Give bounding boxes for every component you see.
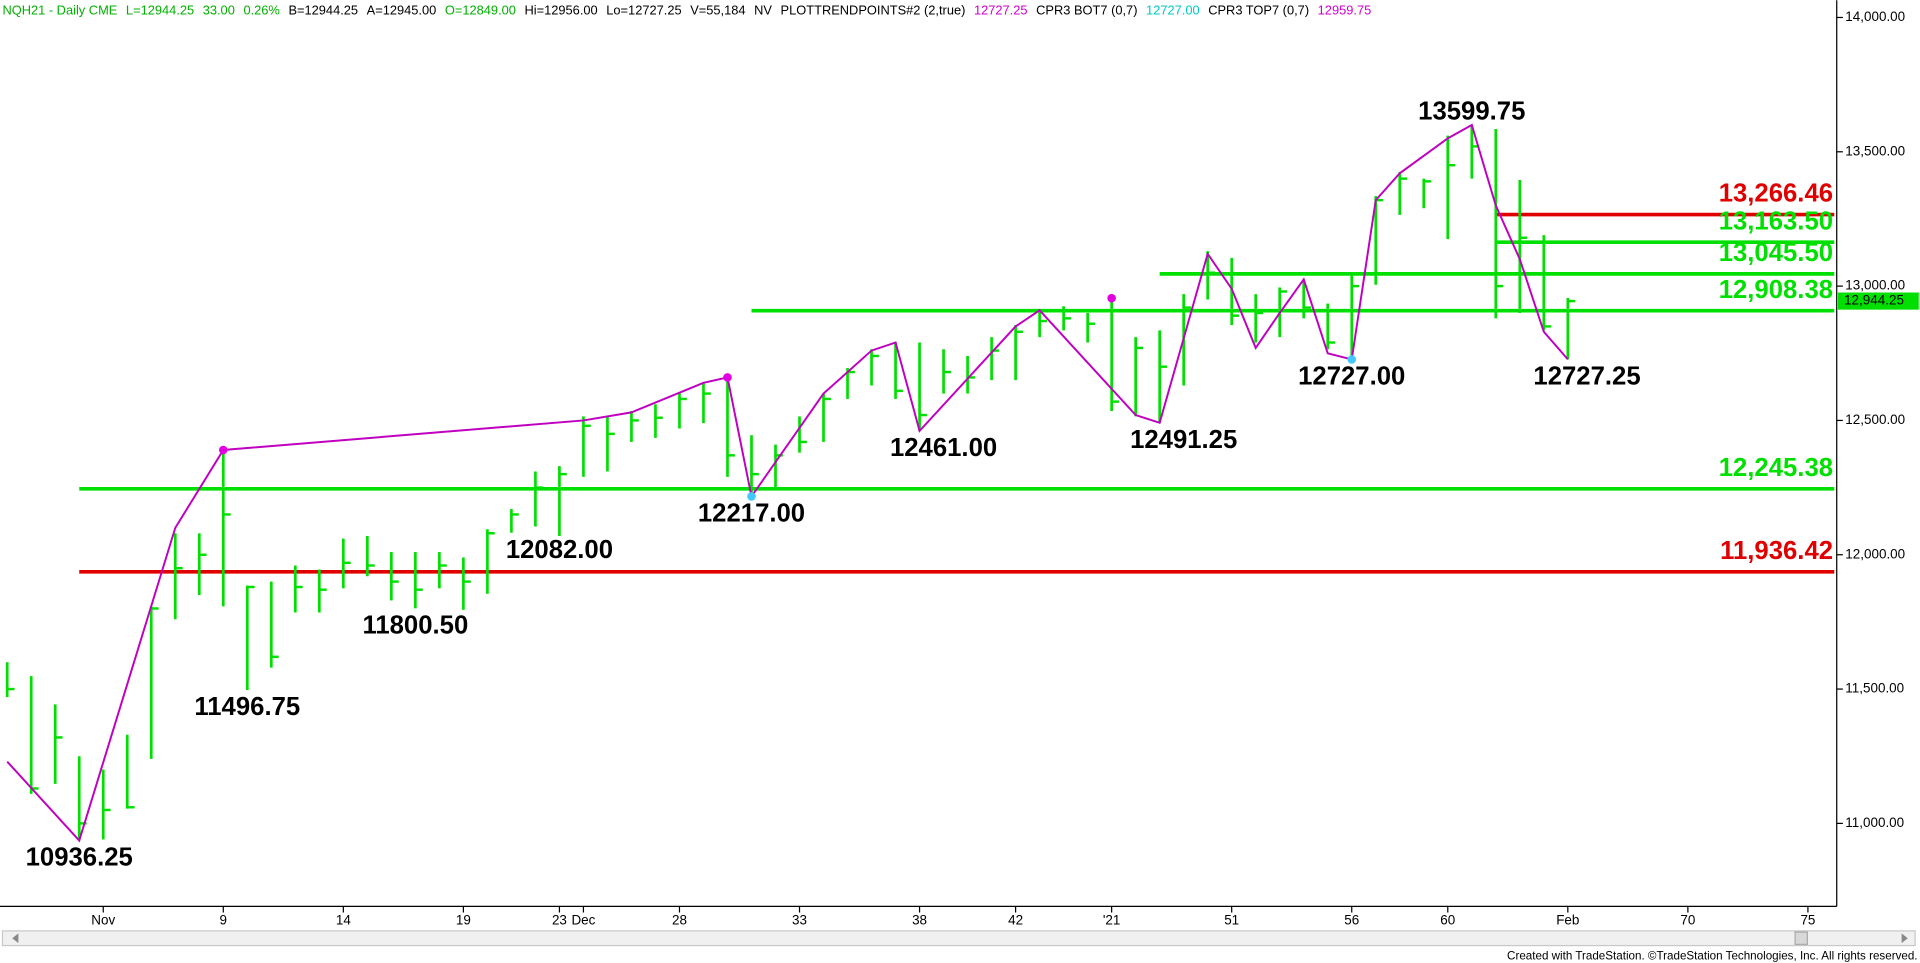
y-tick-label: 13,000.00 [1845, 278, 1905, 293]
header-item: L=12944.25 [126, 3, 194, 18]
x-tick-label: Feb [1556, 913, 1579, 928]
header-item: B=12944.25 [288, 3, 358, 18]
y-tick-label: 12,500.00 [1845, 412, 1905, 427]
pivot-dot [1347, 355, 1357, 364]
header: NQH21 - Daily CME L=12944.25 33.00 0.26% B=1… [2, 3, 1371, 18]
scroll-track[interactable] [1, 930, 1916, 947]
last-price-label: 12,944.25 [1844, 293, 1904, 308]
x-tick-label: 75 [1800, 913, 1815, 928]
header-item: O=12849.00 [445, 3, 516, 18]
header-item: PLOTTRENDPOINTS#2 (2,true) [781, 3, 966, 18]
header-item: 33.00 [203, 3, 235, 18]
level-label: 13,045.50 [1719, 239, 1833, 267]
header-item: Lo=12727.25 [606, 3, 681, 18]
y-tick-label: 13,500.00 [1845, 143, 1905, 158]
x-tick-label: Nov [91, 913, 115, 928]
x-tick-label: 42 [1008, 913, 1023, 928]
swing-label: 10936.25 [26, 844, 133, 872]
header-item: 12959.75 [1318, 3, 1372, 18]
swing-label: 12217.00 [698, 500, 805, 528]
header-item: 12727.25 [974, 3, 1028, 18]
x-tick-label: 38 [912, 913, 927, 928]
y-tick-label: 12,000.00 [1845, 546, 1905, 561]
swing-label: 12727.00 [1298, 363, 1405, 391]
header-item: 0.26% [243, 3, 279, 18]
x-tick-label: 19 [456, 913, 471, 928]
y-tick-label: 14,000.00 [1845, 9, 1905, 24]
swing-label: 13599.75 [1418, 98, 1525, 126]
y-tick-label: 11,500.00 [1845, 681, 1904, 696]
swing-label: 11800.50 [362, 612, 468, 640]
x-tick-label: 9 [220, 913, 227, 928]
x-tick-label: 56 [1344, 913, 1359, 928]
header-item: NQH21 - Daily CME [2, 3, 117, 18]
scroll-left[interactable] [12, 933, 19, 944]
footer: Created with TradeStation. ©TradeStation… [1507, 950, 1918, 963]
header-item: Hi=12956.00 [524, 3, 597, 18]
level-label: 13,266.46 [1719, 180, 1833, 208]
level-label: 13,163.50 [1719, 207, 1833, 235]
swing-label: 12727.25 [1533, 363, 1640, 391]
header-item: 12727.00 [1146, 3, 1200, 18]
scroll-right[interactable] [1901, 933, 1908, 944]
header-item: A=12945.00 [367, 3, 437, 18]
scrollbar[interactable] [1, 930, 1916, 947]
x-tick-label: 70 [1680, 913, 1695, 928]
pivot-dot [747, 492, 756, 501]
swing-label: 12461.00 [890, 434, 997, 462]
x-tick-label: Dec [571, 913, 595, 928]
header-item: CPR3 BOT7 (0,7) [1036, 3, 1137, 18]
pivot-dot [219, 445, 228, 455]
level-label: 12,245.38 [1719, 454, 1833, 482]
x-tick-label: 51 [1224, 913, 1239, 928]
header-item: CPR3 TOP7 (0,7) [1208, 3, 1309, 18]
x-tick-label: 23 [552, 913, 567, 928]
pivot-dot [723, 373, 732, 382]
header-item: NV [754, 3, 772, 18]
last-price-box [1837, 292, 1919, 310]
pivot-dot [1107, 293, 1116, 303]
swing-label: 12082.00 [506, 536, 613, 564]
x-tick-label: '21 [1103, 913, 1121, 928]
y-tick-label: 11,000.00 [1845, 815, 1904, 830]
x-tick-label: 28 [672, 913, 687, 928]
level-label: 12,908.38 [1719, 276, 1833, 304]
scroll-thumb[interactable] [1794, 931, 1808, 945]
x-tick-label: 60 [1440, 913, 1455, 928]
x-tick-label: 33 [792, 913, 807, 928]
header-item: V=55,184 [690, 3, 745, 18]
swing-label: 12491.25 [1130, 426, 1237, 454]
swing-label: 11496.75 [194, 693, 300, 721]
level-label: 11,936.42 [1720, 537, 1833, 565]
trend-line [6, 123, 1569, 843]
x-tick-label: 14 [336, 913, 351, 928]
